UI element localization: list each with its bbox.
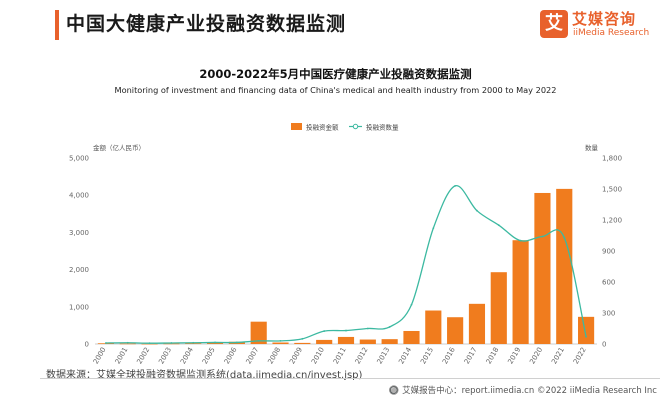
count-point-2003 xyxy=(170,342,173,344)
y-left-tick-label: 2,000 xyxy=(69,266,89,274)
copyright-text: 🔘 艾媒报告中心：report.iimedia.cn ©2022 iiMedia… xyxy=(388,386,657,396)
chart-subtitle: Monitoring of investment and financing d… xyxy=(114,85,557,95)
bar-2009 xyxy=(294,342,311,344)
bar-2007 xyxy=(250,321,267,344)
count-point-2018 xyxy=(497,224,500,227)
y-right-tick-label: 900 xyxy=(602,248,615,256)
legend-label-amount: 投融资金额 xyxy=(306,123,339,132)
bar-2011 xyxy=(337,336,355,344)
count-point-2004 xyxy=(192,341,195,344)
y-right-tick-label: 1,200 xyxy=(602,217,622,225)
bar-2017 xyxy=(468,303,486,344)
x-tick-label: 2001 xyxy=(114,346,130,365)
x-tick-label: 2009 xyxy=(288,346,304,365)
bar-2016 xyxy=(447,317,464,344)
y-left-tick-label: 3,000 xyxy=(69,229,89,237)
x-tick-label: 2003 xyxy=(157,346,173,365)
y-right-tick-label: 0 xyxy=(602,341,606,349)
brand-logo: 艾 艾媒咨询 iiMedia Research xyxy=(540,8,665,42)
y-left-tick-label: 1,000 xyxy=(69,303,89,311)
bar-2003 xyxy=(163,343,180,345)
brand-logo-icon: 艾 xyxy=(540,10,568,38)
y-left-tick-label: 0 xyxy=(85,341,89,349)
x-tick-label: 2002 xyxy=(135,346,151,365)
x-tick-label: 2021 xyxy=(550,346,566,365)
count-point-2006 xyxy=(235,341,238,344)
page-title: 中国大健康产业投融资数据监测 xyxy=(66,13,347,35)
count-point-2013 xyxy=(388,326,391,328)
header-accent-bar xyxy=(55,10,59,40)
bar-2015 xyxy=(425,310,442,344)
y-left-tick-label: 5,000 xyxy=(69,155,89,163)
bar-2008 xyxy=(272,342,289,344)
y-left-axis-title: 金额（亿人民币） xyxy=(93,143,145,152)
bar-2019 xyxy=(512,240,529,344)
brand-name-en: iiMedia Research xyxy=(573,28,650,38)
count-point-2022 xyxy=(585,335,587,338)
y-right-tick-label: 600 xyxy=(602,279,615,287)
x-tick-label: 2013 xyxy=(376,346,392,365)
bar-2001 xyxy=(119,343,136,345)
count-point-2015 xyxy=(432,227,435,230)
x-tick-label: 2022 xyxy=(572,346,588,365)
count-point-2007 xyxy=(257,340,260,342)
count-point-2002 xyxy=(148,342,151,345)
footer-divider xyxy=(40,378,660,379)
x-tick-label: 2010 xyxy=(310,346,326,365)
x-tick-label: 2008 xyxy=(266,346,282,365)
x-tick-label: 2005 xyxy=(201,346,217,365)
count-point-2000 xyxy=(105,342,107,344)
x-tick-label: 2011 xyxy=(332,346,348,365)
count-point-2005 xyxy=(214,341,216,344)
x-tick-label: 2004 xyxy=(179,346,195,366)
count-point-2019 xyxy=(519,239,522,242)
count-point-2021 xyxy=(563,236,566,239)
count-series-line xyxy=(105,185,587,344)
bar-2012 xyxy=(359,339,376,344)
x-tick-label: 2016 xyxy=(441,346,457,366)
bar-2014 xyxy=(403,330,420,344)
y-left-tick-label: 4,000 xyxy=(69,192,89,200)
x-tick-label: 2000 xyxy=(92,346,108,365)
bar-2010 xyxy=(316,339,333,344)
bar-2022 xyxy=(578,316,595,344)
x-tick-label: 2014 xyxy=(397,346,413,366)
brand-name-cn: 艾媒咨询 xyxy=(572,10,637,28)
count-point-2001 xyxy=(126,341,129,344)
y-right-tick-label: 1,500 xyxy=(602,186,622,194)
bar-2018 xyxy=(490,272,507,344)
bar-2013 xyxy=(381,339,398,344)
count-point-2010 xyxy=(323,330,326,332)
x-tick-label: 2018 xyxy=(485,346,501,365)
x-tick-label: 2019 xyxy=(506,346,522,365)
bar-2002 xyxy=(141,343,158,345)
y-right-tick-label: 300 xyxy=(602,310,615,318)
count-point-2014 xyxy=(410,303,413,306)
chart-title: 2000-2022年5月中国医疗健康产业投融资数据监测 xyxy=(199,67,472,81)
count-point-2011 xyxy=(345,329,347,332)
legend-swatch-amount xyxy=(291,123,302,130)
count-point-2012 xyxy=(366,327,369,330)
x-tick-label: 2006 xyxy=(223,346,239,366)
count-point-2008 xyxy=(279,340,282,342)
count-point-2016 xyxy=(454,185,457,187)
bar-2020 xyxy=(534,192,551,344)
count-point-2017 xyxy=(476,209,478,212)
x-tick-label: 2012 xyxy=(354,346,370,365)
data-source: 数据来源：艾媒全球投融资数据监测系统(data.iimedia.cn/inves… xyxy=(46,370,363,381)
y-right-tick-label: 1,800 xyxy=(602,155,622,163)
x-tick-label: 2020 xyxy=(528,346,544,365)
count-point-2020 xyxy=(541,235,544,238)
x-tick-label: 2015 xyxy=(419,346,435,365)
legend-label-count: 投融资数量 xyxy=(366,123,399,132)
count-point-2009 xyxy=(301,337,304,340)
y-right-axis-title: 数量 xyxy=(585,143,599,152)
x-tick-label: 2007 xyxy=(245,346,261,365)
x-tick-label: 2017 xyxy=(463,346,479,365)
bar-2021 xyxy=(556,188,573,344)
legend-marker-count xyxy=(352,123,359,130)
